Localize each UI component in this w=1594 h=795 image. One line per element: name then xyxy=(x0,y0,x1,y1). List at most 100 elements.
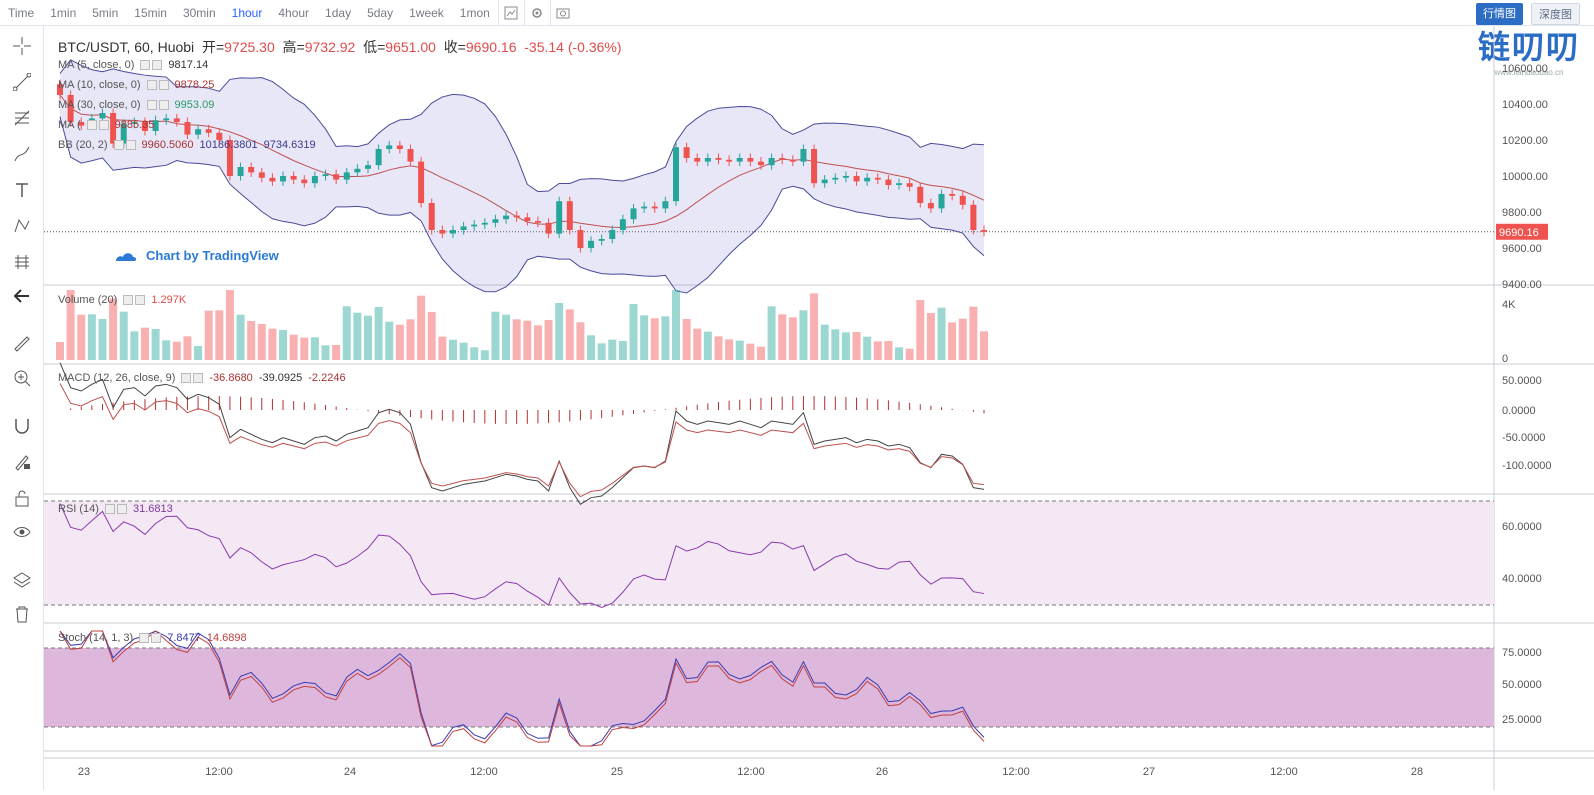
candle xyxy=(779,158,786,160)
layers-icon[interactable] xyxy=(10,568,34,592)
time-tick: 26 xyxy=(876,766,888,778)
lock-drawing-icon[interactable] xyxy=(10,450,34,474)
volume-bar xyxy=(926,313,935,360)
brush-icon[interactable] xyxy=(10,142,34,166)
timeframe-1hour[interactable]: 1hour xyxy=(231,5,263,20)
candle xyxy=(534,221,541,223)
last-price-tag xyxy=(1496,223,1548,240)
open-value: 9725.30 xyxy=(224,39,275,55)
timeframe-toolbar: Time 1min 5min 15min 30min 1hour 4hour 1day 5da… xyxy=(0,0,1594,26)
tradingview-watermark[interactable]: Chart by TradingView xyxy=(114,248,279,263)
volume-bar xyxy=(502,314,511,360)
volume-bar xyxy=(523,320,532,360)
candle xyxy=(226,140,233,176)
volume-bar xyxy=(236,314,245,360)
bollinger-upper xyxy=(59,59,985,193)
crosshair-icon[interactable] xyxy=(10,34,34,58)
candle xyxy=(598,239,605,241)
candle xyxy=(970,204,977,230)
chart-area[interactable]: 10600.00 10400.00 10200.00 10000.00 9800.00 9… xyxy=(44,26,1594,790)
bb-legend[interactable]: BB (20, 2) 9960.5060 10186.3801 9734.631… xyxy=(58,139,316,151)
timeframe-5min[interactable]: 5min xyxy=(92,5,119,20)
candle xyxy=(216,132,223,140)
pattern-tool-icon[interactable] xyxy=(10,214,34,238)
rsi-tick: 40.0000 xyxy=(1502,573,1542,585)
volume-bar xyxy=(661,316,670,360)
chart-view-button[interactable]: 行情图 xyxy=(1476,3,1523,25)
candle xyxy=(492,219,499,223)
candle xyxy=(556,201,563,234)
screenshot-icon[interactable] xyxy=(549,0,576,26)
candle xyxy=(927,203,934,209)
timeframe-30min[interactable]: 30min xyxy=(182,5,216,20)
volume-bar xyxy=(544,320,553,360)
candle xyxy=(981,230,987,232)
trend-line-icon[interactable] xyxy=(10,70,34,94)
volume-bar xyxy=(56,342,64,360)
rsi-legend[interactable]: RSI (14) 31.6813 xyxy=(58,503,173,515)
time-tick: 12:00 xyxy=(737,766,765,778)
candle xyxy=(503,215,510,220)
volume-bar xyxy=(756,346,765,360)
compare-icon[interactable] xyxy=(497,0,524,26)
ma5-legend[interactable]: MA (5, close, 0) 9817.14 xyxy=(58,59,209,71)
candle xyxy=(110,113,117,144)
volume-bar xyxy=(703,331,712,360)
ma-other-legend[interactable]: MA ( 9885.35 xyxy=(58,119,155,131)
legend-buttons[interactable] xyxy=(140,60,163,70)
fib-tool-icon[interactable] xyxy=(10,106,34,130)
low-value: 9651.00 xyxy=(385,39,436,55)
volume-bar xyxy=(109,298,118,360)
volume-bar xyxy=(650,318,659,360)
high-value: 9732.92 xyxy=(304,39,356,55)
symbol-header: BTC/USDT, 60, Huobi 开=9725.30 高=9732.92 … xyxy=(58,39,622,55)
volume-bar xyxy=(587,335,596,360)
volume-bar xyxy=(714,336,723,360)
settings-gear-icon[interactable] xyxy=(523,0,550,26)
candle xyxy=(789,159,796,162)
timeframe-1day[interactable]: 1day xyxy=(325,5,352,20)
volume-bar xyxy=(364,315,372,360)
back-arrow-icon[interactable] xyxy=(10,284,34,308)
timeframe-5day[interactable]: 5day xyxy=(367,5,394,20)
volume-bar xyxy=(799,310,808,360)
candle xyxy=(205,129,212,133)
zoom-in-icon[interactable] xyxy=(10,366,34,390)
timeframe-15min[interactable]: 15min xyxy=(134,5,167,20)
candle xyxy=(120,123,127,144)
timeframe-4hour[interactable]: 4hour xyxy=(278,5,310,20)
rsi-band xyxy=(44,501,1494,605)
volume-bar xyxy=(916,300,925,360)
volume-bar xyxy=(555,303,564,360)
volume-bar xyxy=(863,336,872,360)
magnet-icon[interactable] xyxy=(10,414,34,438)
price-tick: 9400.00 xyxy=(1502,279,1542,291)
time-tick: 27 xyxy=(1143,766,1155,778)
candle xyxy=(396,145,403,149)
trash-icon[interactable] xyxy=(10,602,34,626)
volume-bar xyxy=(629,304,638,360)
ruler-icon[interactable] xyxy=(10,332,34,356)
text-tool-icon[interactable] xyxy=(10,178,34,202)
ma10-legend[interactable]: MA (10, close, 0) 9878.25 xyxy=(58,79,215,91)
candle xyxy=(481,222,488,225)
timeframe-1min[interactable]: 1min xyxy=(50,5,77,20)
macd-legend[interactable]: MACD (12, 26, close, 9) -36.8680 -39.092… xyxy=(58,372,346,384)
macd-tick: 50.0000 xyxy=(1502,375,1542,387)
ma30-legend[interactable]: MA (30, close, 0) 9953.09 xyxy=(58,99,215,111)
depth-view-button[interactable]: 深度图 xyxy=(1531,3,1580,25)
volume-bar xyxy=(693,328,702,360)
candle xyxy=(874,177,881,180)
volume-legend[interactable]: Volume (20) 1.297K xyxy=(58,294,187,306)
timeframe-1mon[interactable]: 1mon xyxy=(459,5,490,20)
timeframe-1week[interactable]: 1week xyxy=(409,5,444,20)
volume-bar xyxy=(406,319,415,360)
stoch-legend[interactable]: Stoch (14, 1, 3) 7.8477 14.6898 xyxy=(58,632,247,644)
prediction-tool-icon[interactable] xyxy=(10,250,34,274)
volume-bar xyxy=(810,293,819,360)
volume-bar xyxy=(937,307,946,360)
eye-icon[interactable] xyxy=(10,520,34,544)
candle xyxy=(460,226,467,230)
lock-icon[interactable] xyxy=(10,486,34,510)
candle xyxy=(280,176,287,182)
